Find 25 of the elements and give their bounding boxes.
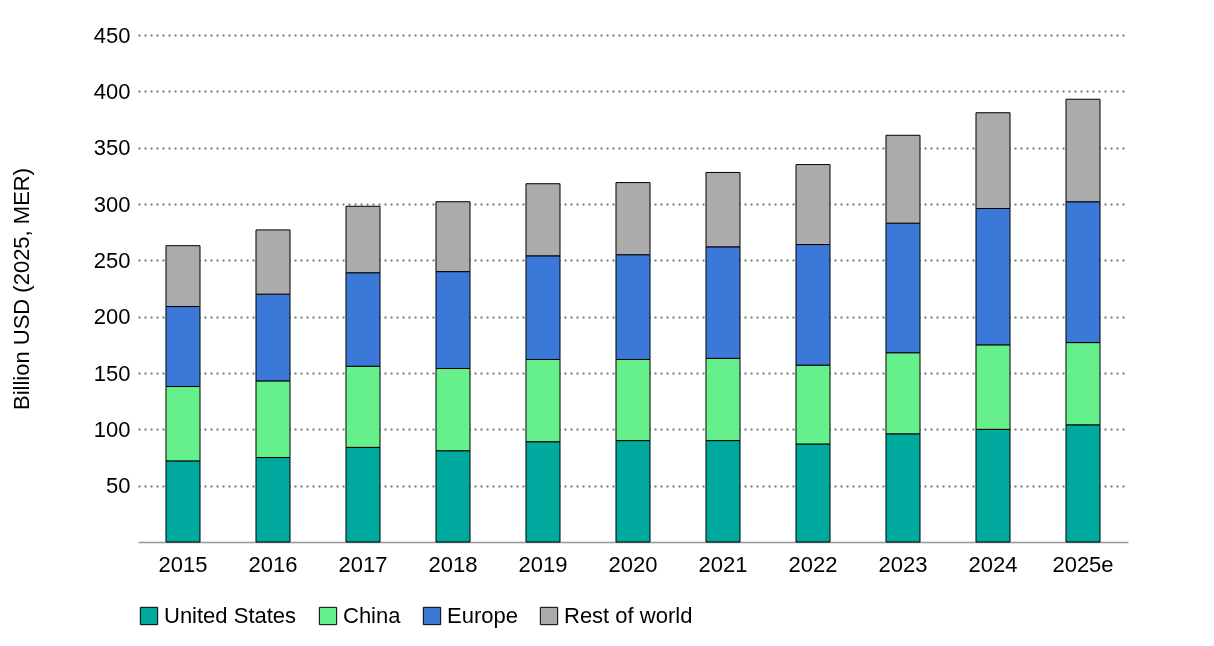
y-tick-label: 150 xyxy=(93,360,131,386)
x-tick-label: 2024 xyxy=(968,551,1018,577)
x-tick-label: 2017 xyxy=(338,551,388,577)
x-tick-label: 2021 xyxy=(698,551,748,577)
y-tick-label: 200 xyxy=(93,304,131,330)
legend-label: United States xyxy=(164,603,297,628)
x-tick-label: 2019 xyxy=(518,551,568,577)
x-tick-label: 2023 xyxy=(878,551,928,577)
y-tick-label: 50 xyxy=(106,473,131,499)
y-tick-label: 350 xyxy=(93,135,131,161)
x-tick-label: 2022 xyxy=(788,551,838,577)
y-tick-label: 250 xyxy=(93,247,131,273)
y-axis-title: Billion USD (2025, MER) xyxy=(8,167,34,411)
y-tick-label: 100 xyxy=(93,416,131,442)
y-tick-label: 450 xyxy=(93,22,131,48)
y-tick-label: 300 xyxy=(93,191,131,217)
y-tick-label: 400 xyxy=(93,78,131,104)
x-tick-label: 2020 xyxy=(608,551,658,577)
x-tick-label: 2018 xyxy=(428,551,478,577)
x-tick-label: 2015 xyxy=(158,551,208,577)
legend-label: Rest of world xyxy=(564,603,693,628)
x-tick-label: 2025e xyxy=(1052,551,1114,577)
x-tick-label: 2016 xyxy=(248,551,298,577)
legend-label: China xyxy=(343,603,402,628)
legend-label: Europe xyxy=(447,603,518,628)
